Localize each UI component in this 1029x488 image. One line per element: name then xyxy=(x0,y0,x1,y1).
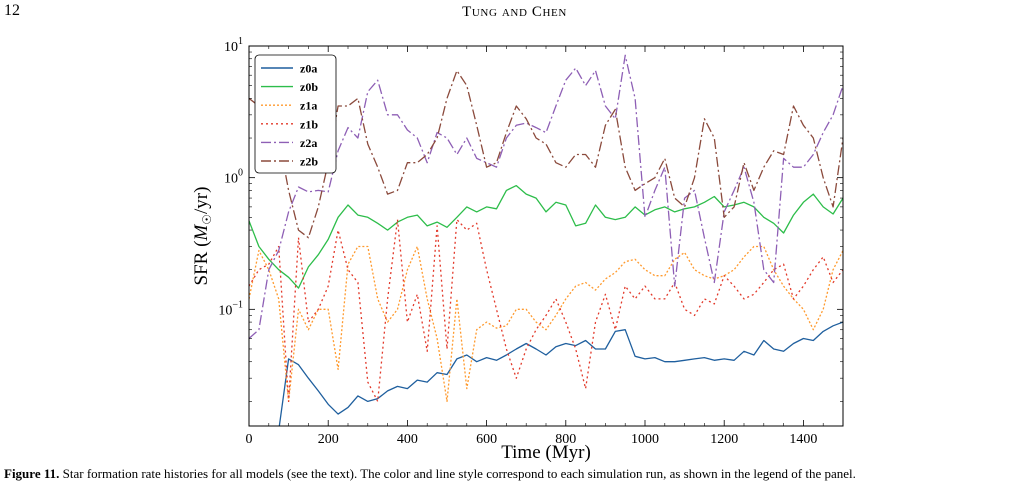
x-tick-label: 800 xyxy=(555,432,576,447)
legend-label-z2a: z2a xyxy=(300,136,317,150)
caption-label: Figure 11. xyxy=(4,466,60,481)
figure-caption: Figure 11. Star formation rate histories… xyxy=(4,466,856,482)
x-tick-label: 600 xyxy=(476,432,497,447)
x-tick-label: 0 xyxy=(246,432,253,447)
series-line-z2a xyxy=(249,54,843,339)
caption-text: Star formation rate histories for all mo… xyxy=(62,466,856,481)
legend-box xyxy=(254,54,337,174)
y-tick-label: 100 xyxy=(224,168,243,187)
legend: z0a z0b z1a z1b z2a z2b xyxy=(254,54,337,174)
y-axis-label: SFR (M☉/yr) xyxy=(191,187,214,286)
series-line-z2b xyxy=(249,69,843,239)
y-tick-label: 10−1 xyxy=(218,299,243,318)
page-number: 12 xyxy=(4,2,20,19)
legend-label-z0a: z0a xyxy=(300,62,317,76)
series-line-z0b xyxy=(249,184,843,289)
x-axis-label: Time (Myr) xyxy=(501,442,591,463)
series-line-z1b xyxy=(249,218,843,403)
series-line-z1a xyxy=(249,245,843,403)
x-tick-label: 200 xyxy=(318,432,339,447)
legend-label-z0b: z0b xyxy=(300,80,318,94)
legend-label-z1b: z1b xyxy=(300,117,318,131)
x-tick-label: 1400 xyxy=(789,432,817,447)
running-head: Tung and Chen xyxy=(462,4,567,20)
legend-label-z2b: z2b xyxy=(300,155,318,169)
x-tick-label: 1000 xyxy=(631,432,659,447)
y-tick-label: 101 xyxy=(224,36,243,55)
x-tick-label: 1200 xyxy=(710,432,738,447)
legend-label-z1a: z1a xyxy=(300,99,317,113)
series-line-z0a xyxy=(278,321,843,426)
x-tick-label: 400 xyxy=(397,432,418,447)
